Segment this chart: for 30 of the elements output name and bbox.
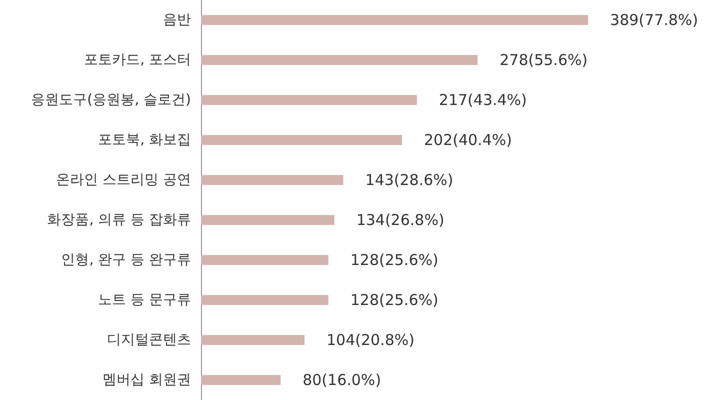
bar xyxy=(201,375,281,385)
y-tick-label: 인형, 완구 등 완구류 xyxy=(61,252,191,268)
y-tick-label: 음반 xyxy=(163,12,191,28)
y-tick-label: 응원도구(응원봉, 슬로건) xyxy=(31,92,191,108)
bar xyxy=(201,135,402,145)
data-label: 278(55.6%) xyxy=(500,51,588,69)
y-tick-label: 디지털콘텐츠 xyxy=(107,332,191,348)
bar xyxy=(201,95,417,105)
y-tick-label: 화장품, 의류 등 잡화류 xyxy=(47,212,191,228)
bar xyxy=(201,15,588,25)
bar xyxy=(201,55,478,65)
bar xyxy=(201,335,304,345)
y-tick-label: 노트 등 문구류 xyxy=(98,292,191,308)
data-label: 134(26.8%) xyxy=(356,211,444,229)
data-label: 128(25.6%) xyxy=(350,291,438,309)
y-tick-label: 온라인 스트리밍 공연 xyxy=(56,172,191,188)
y-tick-label: 포토북, 화보집 xyxy=(98,132,191,148)
data-label: 104(20.8%) xyxy=(326,331,414,349)
bar xyxy=(201,175,344,185)
data-label: 202(40.4%) xyxy=(424,131,512,149)
data-label: 217(43.4%) xyxy=(438,91,527,109)
data-label: 128(25.6%) xyxy=(350,251,438,269)
y-tick-label: 포토카드, 포스터 xyxy=(84,52,191,68)
bar xyxy=(201,215,334,225)
data-label: 143(28.6%) xyxy=(365,171,454,189)
bar xyxy=(201,295,328,305)
y-tick-label: 멤버십 회원권 xyxy=(102,372,191,388)
bar xyxy=(201,255,328,265)
data-label: 389(77.8%) xyxy=(610,11,698,29)
data-label: 80(16.0%) xyxy=(302,371,382,389)
